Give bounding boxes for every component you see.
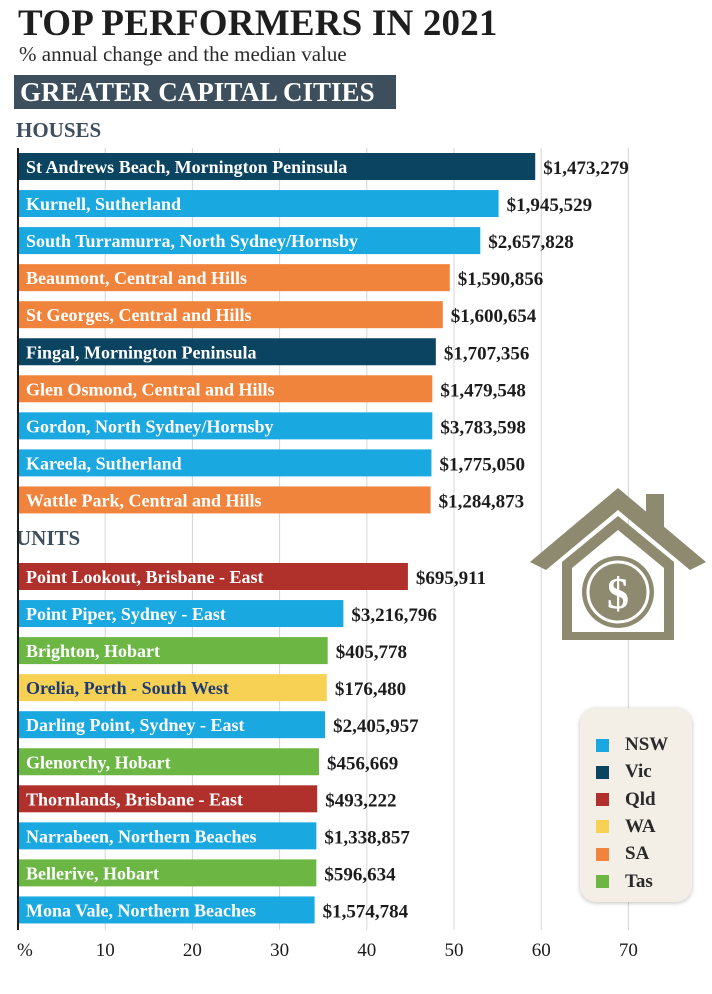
- unit-bar: [19, 822, 317, 850]
- unit-bar-label: Narrabeen, Northern Beaches: [26, 826, 256, 846]
- region-banner: [14, 75, 396, 109]
- house-bar: [19, 449, 432, 477]
- legend-label: Vic: [625, 761, 652, 783]
- unit-value-label: $493,222: [325, 790, 396, 811]
- unit-bar-label: Bellerive, Hobart: [26, 863, 159, 883]
- house-bar: [19, 301, 443, 329]
- x-tick-label: 30: [270, 940, 289, 961]
- unit-value-label: $1,338,857: [324, 827, 410, 848]
- units-section-label: UNITS: [16, 526, 81, 550]
- unit-bar-label: Point Piper, Sydney - East: [26, 604, 226, 624]
- chart-title: TOP PERFORMERS IN 2021: [18, 3, 498, 44]
- house-bar-label: St Andrews Beach, Mornington Peninsula: [26, 157, 347, 177]
- house-value-label: $1,945,529: [507, 195, 592, 216]
- house-bar-label: Glen Osmond, Central and Hills: [26, 379, 275, 399]
- house-bar-label: Gordon, North Sydney/Hornsby: [26, 416, 274, 436]
- unit-bar: [19, 859, 317, 887]
- legend-label: Qld: [625, 788, 656, 810]
- house-bar-label: Kurnell, Sutherland: [26, 194, 181, 214]
- x-tick-label: 20: [183, 940, 202, 961]
- house-value-label: $2,657,828: [488, 232, 573, 253]
- x-axis-unit-label: %: [17, 940, 33, 961]
- house-bar: [19, 486, 431, 514]
- legend-item-tas: Tas: [596, 869, 653, 895]
- house-value-label: $1,479,548: [440, 380, 526, 401]
- legend-swatch: [596, 820, 609, 834]
- house-value-label: $1,590,856: [458, 269, 544, 290]
- house-bar-label: St Georges, Central and Hills: [26, 305, 252, 325]
- house-bar-label: Beaumont, Central and Hills: [26, 268, 247, 288]
- region-title: GREATER CAPITAL CITIES: [20, 77, 375, 107]
- unit-bar: [19, 711, 326, 739]
- legend-label: NSW: [625, 734, 669, 755]
- house-value-label: $1,473,279: [543, 158, 629, 179]
- house-bar: [19, 412, 433, 440]
- house-value-label: $1,707,356: [444, 343, 530, 364]
- house-bar: [19, 153, 536, 180]
- x-tick-label: 60: [532, 940, 551, 961]
- legend-item-vic: Vic: [596, 759, 652, 785]
- unit-bar: [19, 785, 318, 813]
- legend-item-sa: SA: [596, 841, 649, 867]
- house-bar-label: Fingal, Mornington Peninsula: [26, 342, 257, 362]
- x-tick-label: 70: [619, 940, 638, 961]
- unit-value-label: $3,216,796: [351, 605, 437, 626]
- unit-bar-label: Darling Point, Sydney - East: [26, 715, 245, 735]
- houses-section-label: HOUSES: [16, 118, 102, 142]
- house-dollar-icon: $: [530, 488, 706, 640]
- legend: NSW Vic Qld WA SA Tas: [580, 708, 692, 902]
- unit-value-label: $1,574,784: [323, 901, 409, 922]
- house-bar: [19, 264, 450, 292]
- house-bar: [19, 190, 499, 218]
- legend-item-qld: Qld: [596, 787, 656, 813]
- unit-value-label: $2,405,957: [333, 716, 419, 737]
- house-bar: [19, 227, 481, 255]
- house-value-label: $1,600,654: [451, 306, 537, 327]
- unit-value-label: $456,669: [327, 753, 398, 774]
- legend-swatch: [596, 875, 609, 888]
- house-bar: [19, 375, 433, 403]
- house-value-label: $3,783,598: [440, 417, 526, 438]
- x-tick-label: 10: [96, 940, 115, 961]
- house-value-label: $1,284,873: [439, 491, 524, 512]
- x-tick-label: 50: [445, 940, 464, 961]
- unit-bar: [19, 600, 344, 628]
- legend-label: SA: [625, 843, 650, 865]
- x-tick-label: 40: [357, 940, 376, 961]
- unit-bar-label: Mona Vale, Northern Beaches: [26, 900, 256, 920]
- unit-bar-label: Brighton, Hobart: [26, 641, 160, 661]
- unit-bar: [19, 748, 319, 776]
- unit-value-label: $405,778: [336, 642, 407, 663]
- legend-swatch: [596, 738, 609, 752]
- unit-bar-label: Thornlands, Brisbane - East: [26, 789, 243, 809]
- unit-bar: [19, 896, 315, 924]
- house-bar-label: South Turramurra, North Sydney/Hornsby: [26, 231, 358, 251]
- legend-swatch: [596, 793, 609, 807]
- svg-text:$: $: [607, 569, 629, 618]
- legend-item-wa: WA: [596, 814, 656, 840]
- legend-label: Tas: [625, 870, 653, 892]
- unit-bar-label: Orelia, Perth - South West: [26, 678, 229, 698]
- house-bar: [19, 338, 436, 366]
- house-bar-label: Wattle Park, Central and Hills: [26, 490, 262, 510]
- unit-value-label: $596,634: [324, 864, 396, 885]
- unit-value-label: $176,480: [335, 679, 406, 700]
- unit-bar: [19, 563, 408, 590]
- unit-bar: [19, 637, 328, 665]
- legend-item-nsw: NSW: [596, 732, 668, 758]
- legend-label: WA: [625, 815, 656, 837]
- house-value-label: $1,775,050: [439, 454, 525, 475]
- unit-value-label: $695,911: [416, 568, 486, 589]
- unit-bar-label: Glenorchy, Hobart: [26, 752, 171, 772]
- legend-swatch: [596, 765, 609, 779]
- unit-bar: [19, 674, 327, 702]
- house-bar-label: Kareela, Sutherland: [26, 453, 182, 473]
- unit-bar-label: Point Lookout, Brisbane - East: [26, 567, 264, 587]
- chart-subtitle: % annual change and the median value: [19, 42, 347, 66]
- legend-swatch: [596, 847, 609, 861]
